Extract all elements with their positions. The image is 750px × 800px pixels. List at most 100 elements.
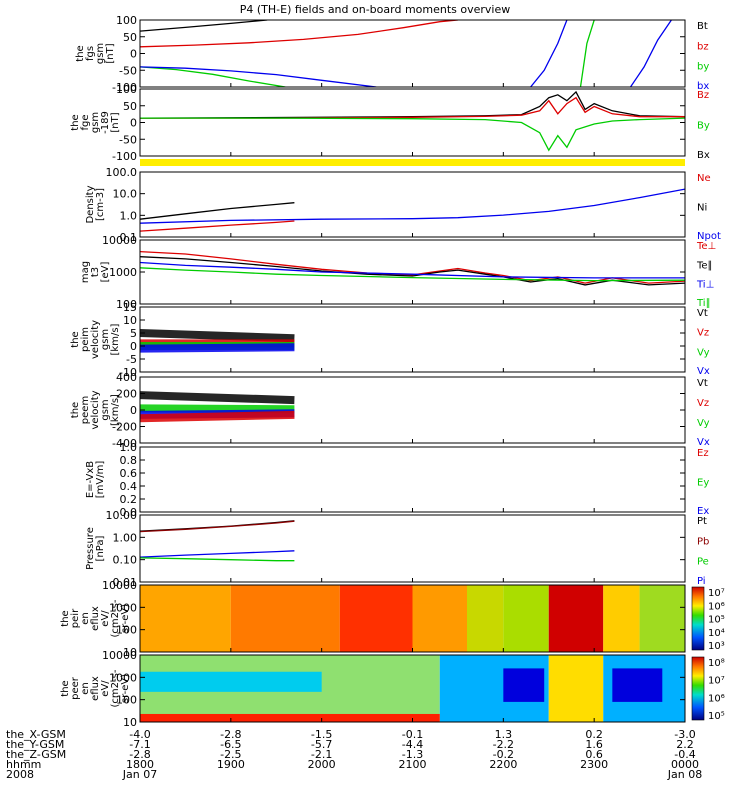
series-line-Vz — [140, 410, 295, 423]
ytick-label: 1.00 — [113, 531, 138, 544]
heatmap-patch — [140, 713, 440, 722]
ytick-label: 50 — [123, 100, 137, 113]
legend-label: Ne — [697, 173, 711, 184]
ytick-label: 0 — [130, 340, 137, 353]
colorbar-label: 10⁵ — [708, 615, 725, 626]
ylabel-line: fgs — [85, 46, 96, 61]
series-line-Bt — [140, 90, 685, 119]
ytick-label: 100 — [116, 694, 137, 707]
heatmap-patch — [140, 671, 322, 692]
ylabel-line: [mV/m] — [95, 461, 106, 499]
colorbar-label: 10⁵ — [708, 711, 725, 722]
time-axis-value: -5.7 — [311, 738, 332, 751]
ylabel-line: [nT] — [110, 112, 121, 132]
panel-fgs: Bt bz by bx 100 50 0 -50 -100 the fgs gsm [nT] — [75, 14, 709, 94]
ytick-label: -10 — [119, 366, 137, 379]
series-line-bx — [140, 66, 377, 87]
time-axis-value: Jan 08 — [667, 768, 702, 781]
series-line-Vy — [140, 404, 295, 414]
ylabel-line: [nT] — [105, 43, 116, 63]
ylabel-line: [cm-3] — [95, 188, 106, 221]
time-axis-value: 2.2 — [676, 738, 694, 751]
ylabel-line: eflux — [90, 676, 101, 701]
legend-label: Ez — [697, 448, 709, 459]
time-axis-value: 2300 — [580, 758, 608, 771]
time-axis-row-label: the_Z-GSM — [6, 748, 66, 761]
series-line-Vx — [140, 343, 295, 353]
time-axis-value: 1800 — [126, 758, 154, 771]
ylabel-line: the — [60, 680, 71, 696]
heatmap-column — [548, 585, 604, 652]
ytick-label: 0.10 — [113, 554, 138, 567]
series-line-Bt — [140, 20, 268, 32]
heatmap-column — [230, 585, 340, 652]
series-group — [140, 520, 295, 562]
series-line-Vt — [140, 329, 295, 343]
ytick-label: 400 — [116, 371, 137, 384]
colorbar-label: 10⁷ — [708, 676, 725, 687]
legend-label: Vz — [697, 328, 709, 339]
time-axis-value: -2.8 — [129, 748, 150, 761]
legend-label: Pi — [697, 576, 706, 587]
figure-title: P4 (TH-E) fields and on-board moments ov… — [240, 3, 511, 16]
ylabel-line: E=-VxB — [85, 461, 96, 498]
ytick-label: 10.0 — [113, 188, 138, 201]
ytick-label: 200 — [116, 388, 137, 401]
legend-label: Bt — [697, 21, 708, 32]
heatmap-patch — [503, 668, 545, 702]
series-line-by — [579, 20, 595, 87]
ytick-label: 100 — [116, 14, 137, 27]
colorbar — [691, 586, 705, 651]
time-axis-value: 2200 — [489, 758, 517, 771]
legend-label: Pb — [697, 536, 709, 547]
time-axis-value: -2.2 — [493, 738, 514, 751]
ytick-label: 1.0 — [120, 209, 138, 222]
panel-frame — [139, 514, 686, 583]
colorbar-label: 10⁴ — [708, 628, 725, 639]
series-line-Pt — [140, 520, 295, 532]
series-line-Ti⊥ — [140, 261, 685, 279]
colorbar-label: 10⁷ — [708, 588, 725, 599]
ylabel-line: peer — [70, 676, 81, 700]
ytick-label: -100 — [112, 150, 137, 163]
ytick-label: 10 — [123, 314, 137, 327]
colorbar — [691, 656, 705, 721]
series-line-Ti∥ — [140, 267, 685, 282]
series-line-Vt — [140, 391, 295, 405]
ytick-label: 10 — [123, 646, 137, 659]
legend-label: Bx — [697, 150, 710, 161]
ytick-label: 100 — [116, 624, 137, 637]
ytick-label: -5 — [126, 353, 137, 366]
ytick-label: 0.01 — [113, 576, 138, 589]
ylabel-line: velocity — [90, 320, 101, 359]
series-line-Pi — [140, 550, 295, 558]
series-line-Pb — [140, 520, 295, 533]
time-axis-value: -2.1 — [311, 748, 332, 761]
ytick-label: -100 — [112, 81, 137, 94]
time-axis-row-label: the_Y-GSM — [6, 738, 64, 751]
time-axis-value: -1.3 — [402, 748, 423, 761]
series-line-Npot — [140, 188, 685, 224]
ylabel-line: velocity — [90, 390, 101, 429]
legend-label: Vz — [697, 398, 709, 409]
colorbar-label: 10⁶ — [708, 601, 725, 612]
series-line-Ne — [140, 220, 295, 232]
ytick-label: 15 — [123, 301, 137, 314]
ytick-label: -400 — [112, 437, 137, 450]
ylabel-line: gsm — [95, 43, 106, 64]
heatmap-cells — [140, 585, 685, 652]
ylabel-line: sr-eV) — [120, 604, 131, 633]
series-group — [140, 250, 685, 286]
ytick-label: 1.0 — [120, 441, 138, 454]
ylabel-line: en — [80, 682, 91, 695]
panel-peer_eflux: 10⁸ 10⁷ 10⁶ 10⁵ 10000 1000 100 10 the peer en eflux… — [60, 649, 725, 729]
legend-label: Ey — [697, 478, 709, 489]
series-line-Te⊥ — [140, 250, 685, 284]
ylabel-line: Density — [85, 185, 96, 223]
panel-density: Ne Ni Npot 100.0 10.0 1.0 0.1 Density [cm-3] — [85, 166, 721, 244]
time-axis-value: -3.0 — [674, 728, 695, 741]
ylabel-line: t3 — [90, 267, 101, 277]
ytick-label: -200 — [112, 421, 137, 434]
